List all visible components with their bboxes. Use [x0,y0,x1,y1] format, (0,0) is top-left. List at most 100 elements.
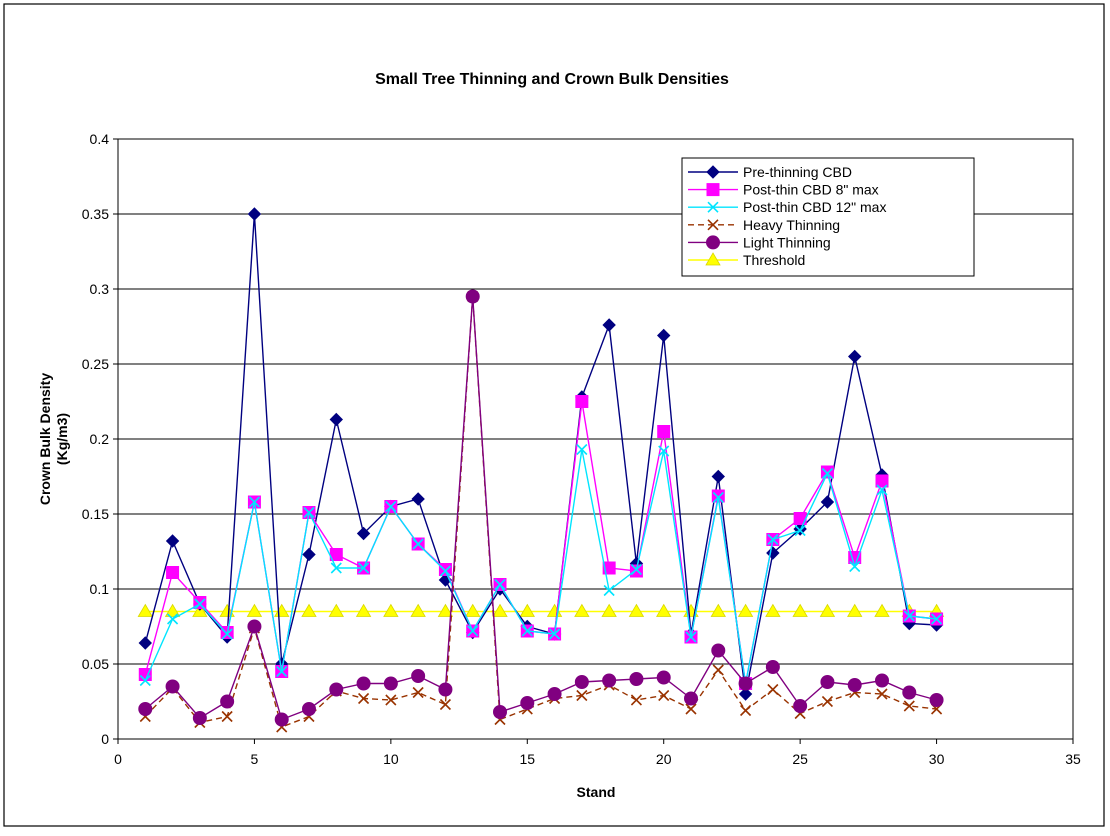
y-axis-title-line2: (Kg/m3) [54,413,70,465]
data-point [629,564,643,578]
data-point [438,563,452,576]
y-tick-label: 0.35 [82,206,109,222]
data-point [740,704,752,717]
data-point [737,603,754,617]
data-point [765,660,780,674]
data-point [301,603,317,617]
data-point [657,425,671,438]
series-5 [137,603,945,617]
data-point [711,643,726,658]
data-point [165,679,180,694]
data-point [656,603,672,617]
y-tick-label: 0.1 [90,581,110,597]
data-point [355,603,372,617]
data-point [220,694,235,709]
data-point [247,207,262,221]
x-tick-label: 10 [383,751,399,767]
y-tick-label: 0 [101,731,109,747]
y-tick-label: 0.25 [82,356,109,372]
data-point [603,584,615,597]
x-tick-label: 25 [792,751,808,767]
x-tick-label: 35 [1065,751,1081,767]
x-tick-label: 5 [251,751,259,767]
data-point [437,603,454,617]
legend-marker [707,201,719,213]
series-line [144,296,937,728]
legend-label: Post-thin CBD 8" max [743,182,879,198]
data-point [710,603,726,617]
data-point [602,673,617,688]
data-point [383,603,399,617]
data-point [902,685,917,700]
legend-label: Light Thinning [743,234,831,250]
data-point [602,561,616,575]
data-point [494,578,506,591]
x-tick-label: 15 [519,751,535,767]
legend-item: Threshold [688,252,805,268]
legend: Pre-thinning CBD Post-thin CBD 8" maxPost… [681,157,975,277]
data-point [712,664,724,676]
data-point [848,349,862,364]
data-point [412,538,424,550]
data-point [820,675,835,689]
x-tick-label: 30 [929,751,945,767]
data-point [194,598,206,610]
y-tick-label: 0.2 [90,431,110,447]
data-point [712,491,724,504]
data-point [221,710,233,723]
data-point [574,603,590,617]
legend-marker [706,165,720,179]
data-point [492,603,508,617]
data-point [931,613,943,625]
data-point [164,603,181,617]
data-point [410,603,426,617]
y-tick-label: 0.05 [82,656,109,672]
data-point [519,603,535,617]
series-4 [138,289,944,727]
data-point [438,682,453,697]
data-point [465,603,481,617]
data-point [602,318,616,332]
data-point [738,676,753,691]
data-point [794,524,806,537]
legend-marker [705,252,721,266]
data-point [439,698,451,711]
data-point [411,669,426,683]
data-point [356,676,371,691]
series-0 [138,207,944,701]
data-point [221,628,233,640]
data-point [575,395,589,408]
data-point [329,682,344,697]
data-point [684,691,698,706]
series-group [137,207,945,733]
data-point [711,469,725,484]
legend-item: Pre-thinning CBD [688,164,852,180]
data-point [767,683,779,696]
data-point [302,547,316,562]
data-point [656,670,671,685]
data-point [685,631,697,643]
data-point [820,495,835,509]
data-point [520,696,535,710]
data-point [629,672,644,686]
data-point [246,603,263,617]
data-point [385,694,397,706]
data-point [849,560,861,573]
data-point [356,526,371,541]
data-point [874,603,890,617]
data-point [630,563,642,576]
data-point [847,603,863,617]
data-point [167,613,179,625]
data-point [137,603,153,617]
data-point [302,702,316,716]
data-point [138,636,152,650]
x-tick-label: 20 [656,751,672,767]
data-point [165,534,180,548]
legend-label: Pre-thinning CBD [743,164,852,180]
data-point [547,687,562,701]
data-point [658,445,670,457]
data-point [138,702,153,716]
y-tick-label: 0.4 [90,131,110,147]
